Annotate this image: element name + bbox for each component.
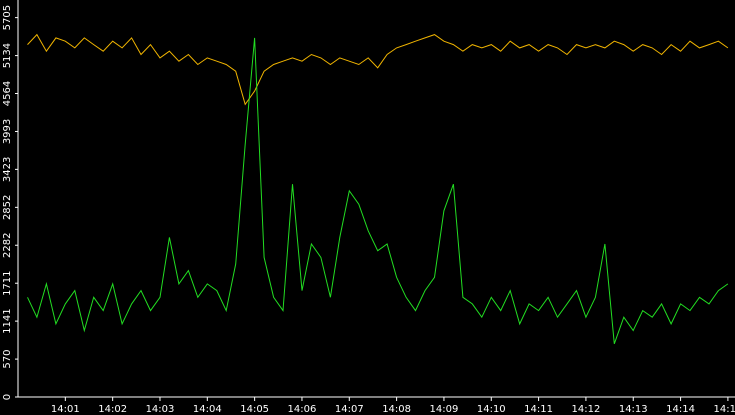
series-line bbox=[27, 37, 729, 344]
y-tick-label: 2852 bbox=[2, 195, 13, 220]
y-tick-label: 1711 bbox=[2, 270, 13, 295]
y-tick-label: 3423 bbox=[2, 157, 13, 182]
y-tick-label: 3993 bbox=[2, 119, 13, 144]
y-tick-label: 2282 bbox=[2, 233, 13, 258]
x-tick-label: 14:15 bbox=[713, 404, 735, 415]
x-tick-label: 14:08 bbox=[382, 404, 411, 415]
y-tick-label: 570 bbox=[2, 350, 13, 369]
x-tick-label: 14:01 bbox=[51, 404, 80, 415]
y-tick-label: 4564 bbox=[2, 81, 13, 106]
x-tick-label: 14:05 bbox=[240, 404, 269, 415]
x-tick-label: 14:13 bbox=[619, 404, 648, 415]
x-tick-label: 14:10 bbox=[477, 404, 506, 415]
y-tick-label: 0 bbox=[2, 394, 13, 400]
x-tick-label: 14:02 bbox=[98, 404, 127, 415]
y-tick-label: 5705 bbox=[2, 5, 13, 30]
series-line bbox=[27, 33, 729, 106]
x-tick-label: 14:06 bbox=[288, 404, 317, 415]
y-tick-label: 5134 bbox=[2, 43, 13, 68]
y-tick-label: 1141 bbox=[2, 308, 13, 333]
x-tick-label: 14:11 bbox=[524, 404, 553, 415]
x-tick-label: 14:12 bbox=[572, 404, 601, 415]
x-tick-label: 14:14 bbox=[666, 404, 695, 415]
x-tick-label: 14:09 bbox=[430, 404, 459, 415]
x-tick-label: 14:04 bbox=[193, 404, 222, 415]
x-tick-label: 14:03 bbox=[146, 404, 175, 415]
x-tick-label: 14:07 bbox=[335, 404, 364, 415]
